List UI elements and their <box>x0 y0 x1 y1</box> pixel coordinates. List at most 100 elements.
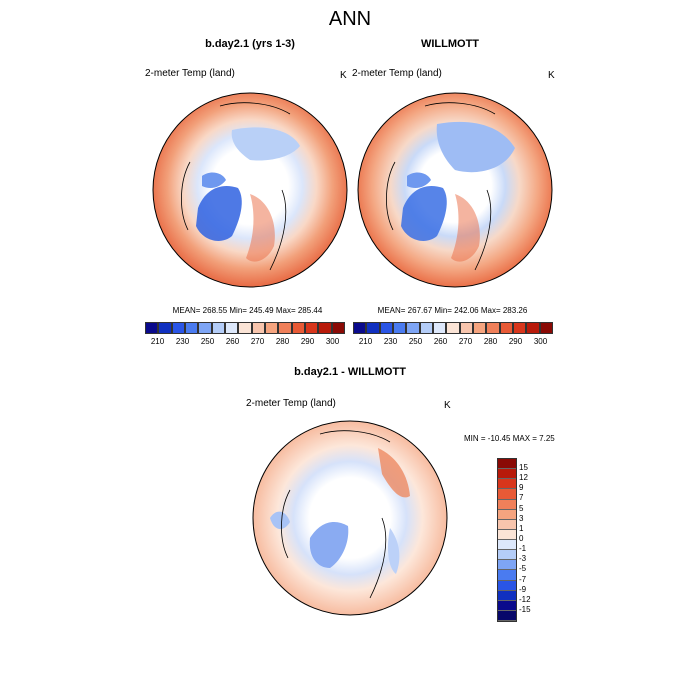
colorbar-segment <box>366 322 380 334</box>
colorbar-segment <box>498 580 516 591</box>
colorbar-segment <box>512 322 527 334</box>
colorbar-label: -9 <box>519 584 527 594</box>
colorbar-label: 300 <box>533 337 548 346</box>
panel-3-variable: 2-meter Temp (land) <box>246 398 336 409</box>
panel-2-title: WILLMOTT <box>420 38 480 50</box>
colorbar-segment <box>472 322 487 334</box>
panel-1-canada-archipelago <box>202 172 226 188</box>
colorbar-segment <box>198 322 212 334</box>
colorbar-segment <box>539 322 553 334</box>
panel-2-scandinavia <box>451 194 480 262</box>
colorbar-label: 260 <box>433 337 448 346</box>
panel-1-siberia <box>231 127 300 161</box>
colorbar-segment <box>499 322 513 334</box>
panel-1-map-disk <box>152 92 348 288</box>
panel-2-colorbar <box>353 322 553 334</box>
panel-3-map <box>252 420 448 616</box>
colorbar-segment <box>251 322 265 334</box>
colorbar-segment <box>291 322 305 334</box>
colorbar-segment <box>498 550 516 561</box>
panel-3-colorbar <box>497 458 517 622</box>
colorbar-segment <box>379 322 393 334</box>
panel-2-greenland-anomaly <box>401 186 447 241</box>
colorbar-segment <box>318 322 332 334</box>
figure-title: ANN <box>328 8 372 30</box>
panel-2-colorbar-labels: 210 230 250 260 270 280 290 300 <box>353 337 553 346</box>
colorbar-segment <box>419 322 433 334</box>
colorbar-segment <box>459 322 473 334</box>
colorbar-segment <box>353 322 367 334</box>
panel-1-variable: 2-meter Temp (land) <box>145 68 235 79</box>
panel-3-europe-anomaly <box>388 528 400 574</box>
colorbar-label: 3 <box>519 513 524 523</box>
colorbar-label: 230 <box>383 337 398 346</box>
colorbar-segment <box>432 322 447 334</box>
colorbar-label: -15 <box>519 604 531 614</box>
colorbar-segment <box>158 322 172 334</box>
panel-2-coastline <box>386 102 496 271</box>
colorbar-label: 250 <box>408 337 423 346</box>
colorbar-label: 210 <box>358 337 373 346</box>
colorbar-segment <box>498 489 516 500</box>
panel-2-map <box>357 92 553 288</box>
colorbar-segment <box>498 519 516 530</box>
colorbar-label: 7 <box>519 493 524 503</box>
colorbar-label: 5 <box>519 503 524 513</box>
panel-1-greenland-anomaly <box>196 186 242 241</box>
colorbar-segment <box>498 529 516 540</box>
panel-1-stats: MEAN= 268.55 Min= 245.49 Max= 285.44 <box>172 306 323 315</box>
panel-1-colorbar-labels: 210 230 250 260 270 280 290 300 <box>145 337 345 346</box>
colorbar-label: 230 <box>175 337 190 346</box>
colorbar-segment <box>498 600 516 611</box>
panel-3-colorbar-labels: 15 12 9 7 5 3 1 0 -1 -3 -5 -7 -9 -12 -15 <box>519 464 531 614</box>
colorbar-label: 15 <box>519 463 528 472</box>
colorbar-segment <box>331 322 345 334</box>
colorbar-label: 290 <box>300 337 315 346</box>
panel-3-coastline <box>281 430 391 599</box>
panel-1-map <box>152 92 348 288</box>
colorbar-label: 260 <box>225 337 240 346</box>
panel-2-variable: 2-meter Temp (land) <box>352 68 442 79</box>
colorbar-label: -7 <box>519 574 527 584</box>
colorbar-segment <box>145 322 159 334</box>
colorbar-label: 300 <box>325 337 340 346</box>
panel-1-colorbar <box>145 322 345 334</box>
panel-3-title: b.day2.1 - WILLMOTT <box>294 366 406 378</box>
panel-3-units: K <box>444 400 451 411</box>
panel-3-stats: MIN = -10.45 MAX = 7.25 <box>464 434 555 443</box>
colorbar-label: 280 <box>275 337 290 346</box>
panel-1-scandinavia <box>246 194 275 262</box>
colorbar-label: 0 <box>519 533 524 543</box>
colorbar-label: 270 <box>458 337 473 346</box>
colorbar-label: 280 <box>483 337 498 346</box>
colorbar-label: 250 <box>200 337 215 346</box>
colorbar-segment <box>264 322 279 334</box>
colorbar-segment <box>304 322 319 334</box>
panel-3-siberia-anomaly <box>378 448 410 498</box>
colorbar-label: -1 <box>519 544 527 554</box>
colorbar-segment <box>224 322 239 334</box>
colorbar-segment <box>498 509 516 520</box>
panel-2-stats: MEAN= 267.67 Min= 242.06 Max= 283.26 <box>377 306 528 315</box>
colorbar-label: 290 <box>508 337 523 346</box>
colorbar-segment <box>498 459 516 470</box>
colorbar-segment <box>238 322 252 334</box>
colorbar-label: 270 <box>250 337 265 346</box>
panel-3-alaska-anomaly <box>270 511 290 530</box>
panel-1-coastline <box>181 102 291 271</box>
colorbar-segment <box>406 322 420 334</box>
colorbar-label: 1 <box>519 523 524 533</box>
panel-2-units: K <box>548 70 555 81</box>
colorbar-label: -5 <box>519 564 527 574</box>
colorbar-segment <box>211 322 225 334</box>
colorbar-segment <box>486 322 500 334</box>
colorbar-segment <box>498 570 516 581</box>
colorbar-label: 12 <box>519 473 528 483</box>
panel-2-siberia <box>436 121 515 173</box>
colorbar-label: -3 <box>519 554 527 564</box>
colorbar-segment <box>498 469 516 480</box>
colorbar-label: 210 <box>150 337 165 346</box>
panel-1-units: K <box>340 70 347 81</box>
colorbar-segment <box>498 479 516 490</box>
colorbar-segment <box>171 322 185 334</box>
